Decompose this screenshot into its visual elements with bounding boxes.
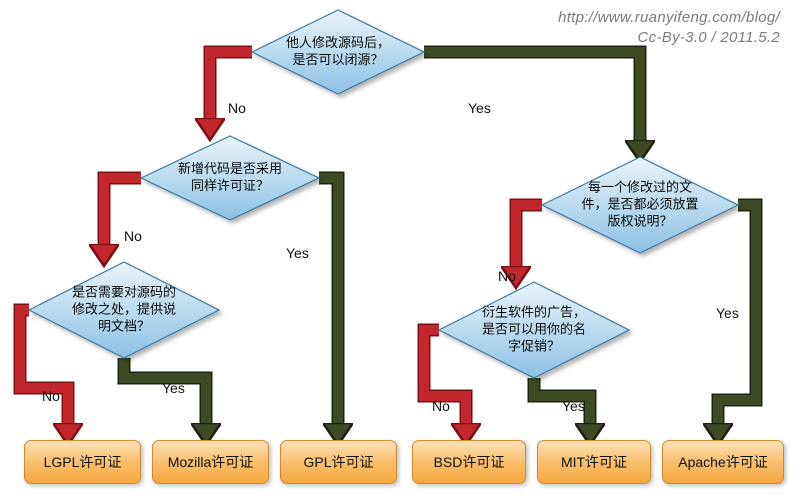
edge-label-d1-yes: Yes [468,100,491,116]
edge-label-d4-yes: Yes [716,305,739,321]
terminal-t6: Apache许可证 [662,440,784,484]
decision-d3: 是否需要对源码的修改之处，提供说明文档？ [29,262,219,358]
decision-d1: 他人修改源码后，是否可以闭源？ [252,10,424,94]
decision-text: 每一个修改过的文件，是否都必须放置版权说明？ [581,180,698,231]
edge-label-d5-no: No [432,398,450,414]
decision-text: 是否需要对源码的修改之处，提供说明文档？ [72,285,176,336]
decision-d4: 每一个修改过的文件，是否都必须放置版权说明？ [542,157,738,253]
flowchart-canvas: http://www.ruanyifeng.com/blog/ Cc-By-3.… [0,0,800,500]
terminal-t2: Mozilla许可证 [152,440,269,484]
edge-label-d1-no: No [228,100,246,116]
edge-label-d3-yes: Yes [162,380,185,396]
edge-label-d4-no: No [498,268,516,284]
edge-label-d5-yes: Yes [562,398,585,414]
terminal-t1: LGPL许可证 [24,440,141,484]
terminal-t5: MIT许可证 [537,440,651,484]
decision-text: 衍生软件的广告，是否可以用你的名字促销？ [482,305,586,356]
decision-d5: 衍生软件的广告，是否可以用你的名字促销？ [439,282,629,378]
edge-label-d2-yes: Yes [286,245,309,261]
decision-text: 他人修改源码后，是否可以闭源？ [286,35,390,69]
decision-text: 新增代码是否采用同样许可证？ [178,161,282,195]
edge-label-d2-no: No [124,228,142,244]
edge-label-d3-no: No [42,388,60,404]
terminal-t4: BSD许可证 [412,440,526,484]
decision-d2: 新增代码是否采用同样许可证？ [141,136,319,220]
terminal-t3: GPL许可证 [280,440,397,484]
